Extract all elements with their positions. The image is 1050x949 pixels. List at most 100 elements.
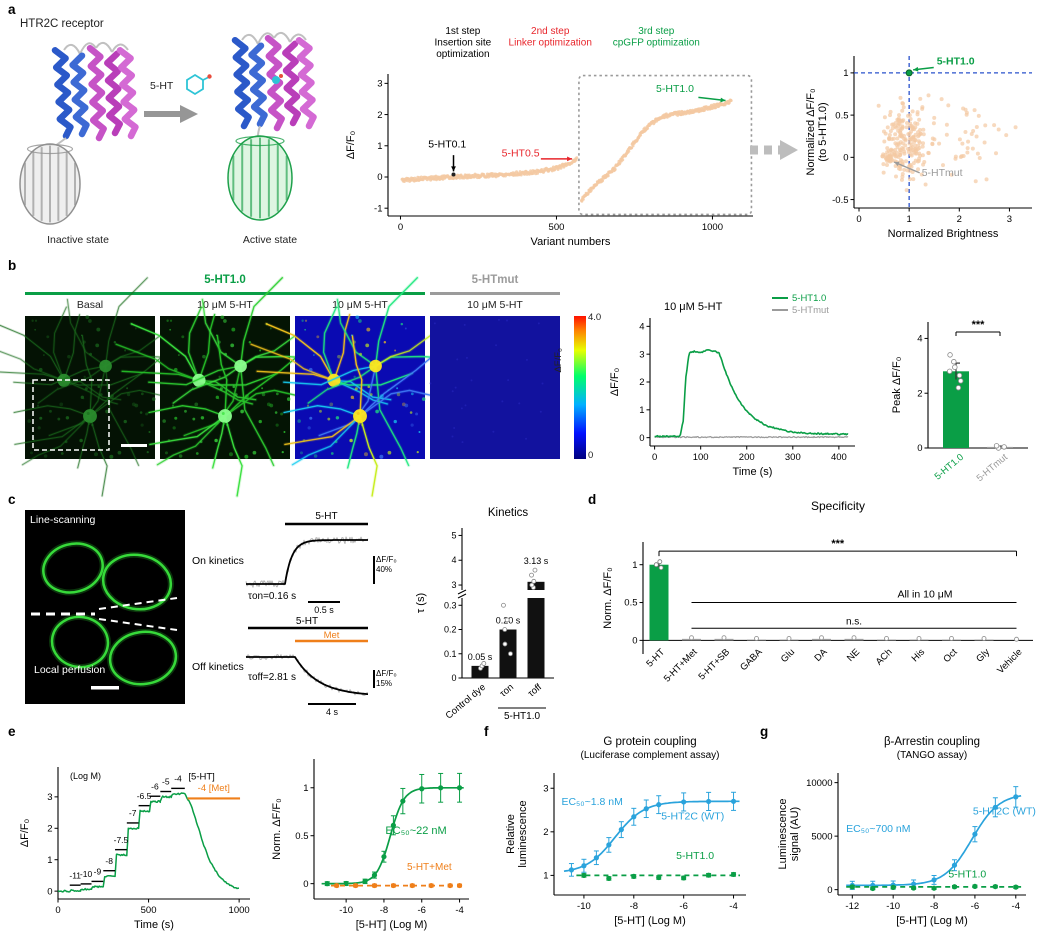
- svg-text:5-HT1.0: 5-HT1.0: [948, 868, 986, 880]
- svg-text:0: 0: [632, 636, 637, 647]
- svg-text:3: 3: [639, 349, 644, 360]
- svg-text:-8: -8: [105, 856, 113, 866]
- svg-text:-8: -8: [930, 901, 938, 912]
- svg-text:5-HTmut: 5-HTmut: [975, 452, 1011, 484]
- svg-text:5000: 5000: [811, 831, 832, 842]
- svg-text:500: 500: [141, 905, 157, 916]
- svg-text:NE: NE: [845, 647, 862, 664]
- svg-text:signal (AU): signal (AU): [789, 807, 801, 861]
- svg-text:5-HT2C (WT): 5-HT2C (WT): [973, 806, 1036, 818]
- svg-text:10 μM 5-HT: 10 μM 5-HT: [664, 301, 723, 313]
- colorbar-min: 0: [588, 450, 594, 461]
- svg-text:***: ***: [972, 319, 986, 331]
- svg-text:3: 3: [47, 792, 52, 803]
- mut-group-label: 5-HTmut: [471, 274, 519, 286]
- image-label-basal: Basal: [76, 299, 104, 311]
- svg-text:5-HT0.5: 5-HT0.5: [502, 147, 540, 159]
- svg-text:2: 2: [639, 377, 644, 388]
- svg-text:-8: -8: [380, 905, 388, 916]
- svg-text:15%: 15%: [376, 679, 392, 688]
- svg-text:5-HT: 5-HT: [644, 647, 667, 670]
- svg-text:Control dye: Control dye: [444, 682, 488, 722]
- svg-text:3: 3: [377, 79, 382, 90]
- ligand-molecule-icon: [186, 73, 212, 96]
- svg-text:5-HT: 5-HT: [315, 511, 337, 522]
- svg-text:5-HT1.0: 5-HT1.0: [792, 293, 826, 304]
- svg-text:4: 4: [917, 334, 922, 345]
- svg-text:-4: -4: [455, 905, 463, 916]
- svg-text:Vehicle: Vehicle: [995, 647, 1024, 676]
- svg-text:GABA: GABA: [738, 646, 765, 673]
- svg-text:-5: -5: [162, 777, 170, 787]
- svg-text:cpGFP optimization: cpGFP optimization: [613, 38, 700, 49]
- panel-label-c: c: [8, 492, 16, 507]
- svg-text:ΔF/F₀: ΔF/F₀: [609, 368, 621, 396]
- svg-text:5-HT1.0: 5-HT1.0: [504, 711, 541, 722]
- svg-text:Gly: Gly: [974, 647, 992, 665]
- svg-text:5-HT1.0: 5-HT1.0: [656, 83, 694, 95]
- ligand-label: 5-HT: [150, 80, 174, 92]
- svg-text:(to 5-HT1.0): (to 5-HT1.0): [817, 102, 829, 161]
- svg-text:G protein coupling: G protein coupling: [603, 736, 696, 748]
- svg-text:0.5 s: 0.5 s: [314, 605, 334, 615]
- svg-text:4: 4: [639, 322, 644, 333]
- svg-text:ΔF/F₀: ΔF/F₀: [376, 669, 397, 678]
- svg-text:ΔF/F₀: ΔF/F₀: [19, 819, 31, 847]
- svg-text:10000: 10000: [806, 778, 832, 789]
- svg-text:Time (s): Time (s): [733, 466, 773, 478]
- mut-group-bar: [430, 292, 560, 295]
- svg-text:Insertion site: Insertion site: [435, 38, 492, 49]
- svg-text:Specificity: Specificity: [811, 499, 865, 513]
- svg-text:0.2: 0.2: [444, 625, 457, 635]
- svg-text:EC₅₀~1.8 nM: EC₅₀~1.8 nM: [561, 796, 622, 808]
- svg-text:ACh: ACh: [874, 647, 895, 668]
- svg-text:1000: 1000: [229, 905, 250, 916]
- svg-text:0.1: 0.1: [444, 649, 457, 659]
- brightness-scatter-chart: 0 1 2 3 -0.5 0 0.5 1 Normalized Brightness Normal…: [805, 55, 1032, 240]
- svg-text:5-HT1.0: 5-HT1.0: [937, 55, 975, 67]
- svg-text:[5-HT]: [5-HT]: [188, 772, 214, 783]
- svg-text:His: His: [910, 647, 928, 665]
- receptor-active: [227, 31, 317, 221]
- transition-arrow-icon: [144, 105, 198, 123]
- svg-text:Normalized Brightness: Normalized Brightness: [888, 228, 999, 240]
- svg-text:On kinetics: On kinetics: [192, 555, 244, 567]
- svg-text:Peak ΔF/F₀: Peak ΔF/F₀: [891, 357, 903, 414]
- inactive-state-label: Inactive state: [47, 234, 109, 246]
- svg-text:-4 [Met]: -4 [Met]: [198, 783, 230, 794]
- svg-text:0.05 s: 0.05 s: [468, 652, 493, 662]
- svg-text:1: 1: [47, 855, 52, 866]
- svg-text:EC₅₀~700 nM: EC₅₀~700 nM: [846, 823, 910, 835]
- gprotein-chart: -10 -8 -6 -4 1 2 3 [5-HT] (Log M) Relative lumine…: [505, 736, 746, 927]
- svg-text:τon: τon: [498, 682, 516, 700]
- svg-text:2: 2: [47, 823, 52, 834]
- svg-text:3: 3: [543, 783, 548, 794]
- svg-text:200: 200: [739, 452, 755, 463]
- svg-text:-10: -10: [80, 869, 93, 879]
- receptor-inactive: [19, 41, 139, 225]
- svg-text:All in 10 μM: All in 10 μM: [897, 589, 952, 601]
- svg-text:5-HT: 5-HT: [296, 616, 318, 627]
- panel-label-d: d: [588, 492, 597, 507]
- svg-text:-6: -6: [151, 781, 159, 791]
- svg-text:400: 400: [831, 452, 847, 463]
- svg-text:EC₅₀~22 nM: EC₅₀~22 nM: [385, 825, 446, 837]
- receptor-title: HTR2C receptor: [20, 18, 104, 30]
- svg-text:n.s.: n.s.: [846, 616, 862, 627]
- svg-text:0: 0: [398, 222, 403, 233]
- titration-trace-chart: 0 500 1000 0 1 2 3 Time (s) ΔF/F₀ (Log M) -11-10 -9…: [19, 767, 250, 931]
- svg-text:5-HT+Met: 5-HT+Met: [662, 646, 700, 684]
- svg-text:5-HT+SB: 5-HT+SB: [697, 647, 733, 683]
- svg-text:-7.5: -7.5: [114, 835, 129, 845]
- svg-text:40%: 40%: [376, 565, 392, 574]
- svg-text:0: 0: [47, 886, 52, 897]
- svg-text:-4: -4: [729, 901, 737, 912]
- svg-text:5-HT0.1: 5-HT0.1: [428, 138, 466, 150]
- svg-text:1: 1: [907, 214, 912, 225]
- svg-text:Kinetics: Kinetics: [488, 507, 529, 519]
- svg-text:2: 2: [957, 214, 962, 225]
- image-label-heatmap: 10 μM 5-HT: [332, 299, 388, 311]
- svg-text:Normalized ΔF/F₀: Normalized ΔF/F₀: [805, 88, 817, 175]
